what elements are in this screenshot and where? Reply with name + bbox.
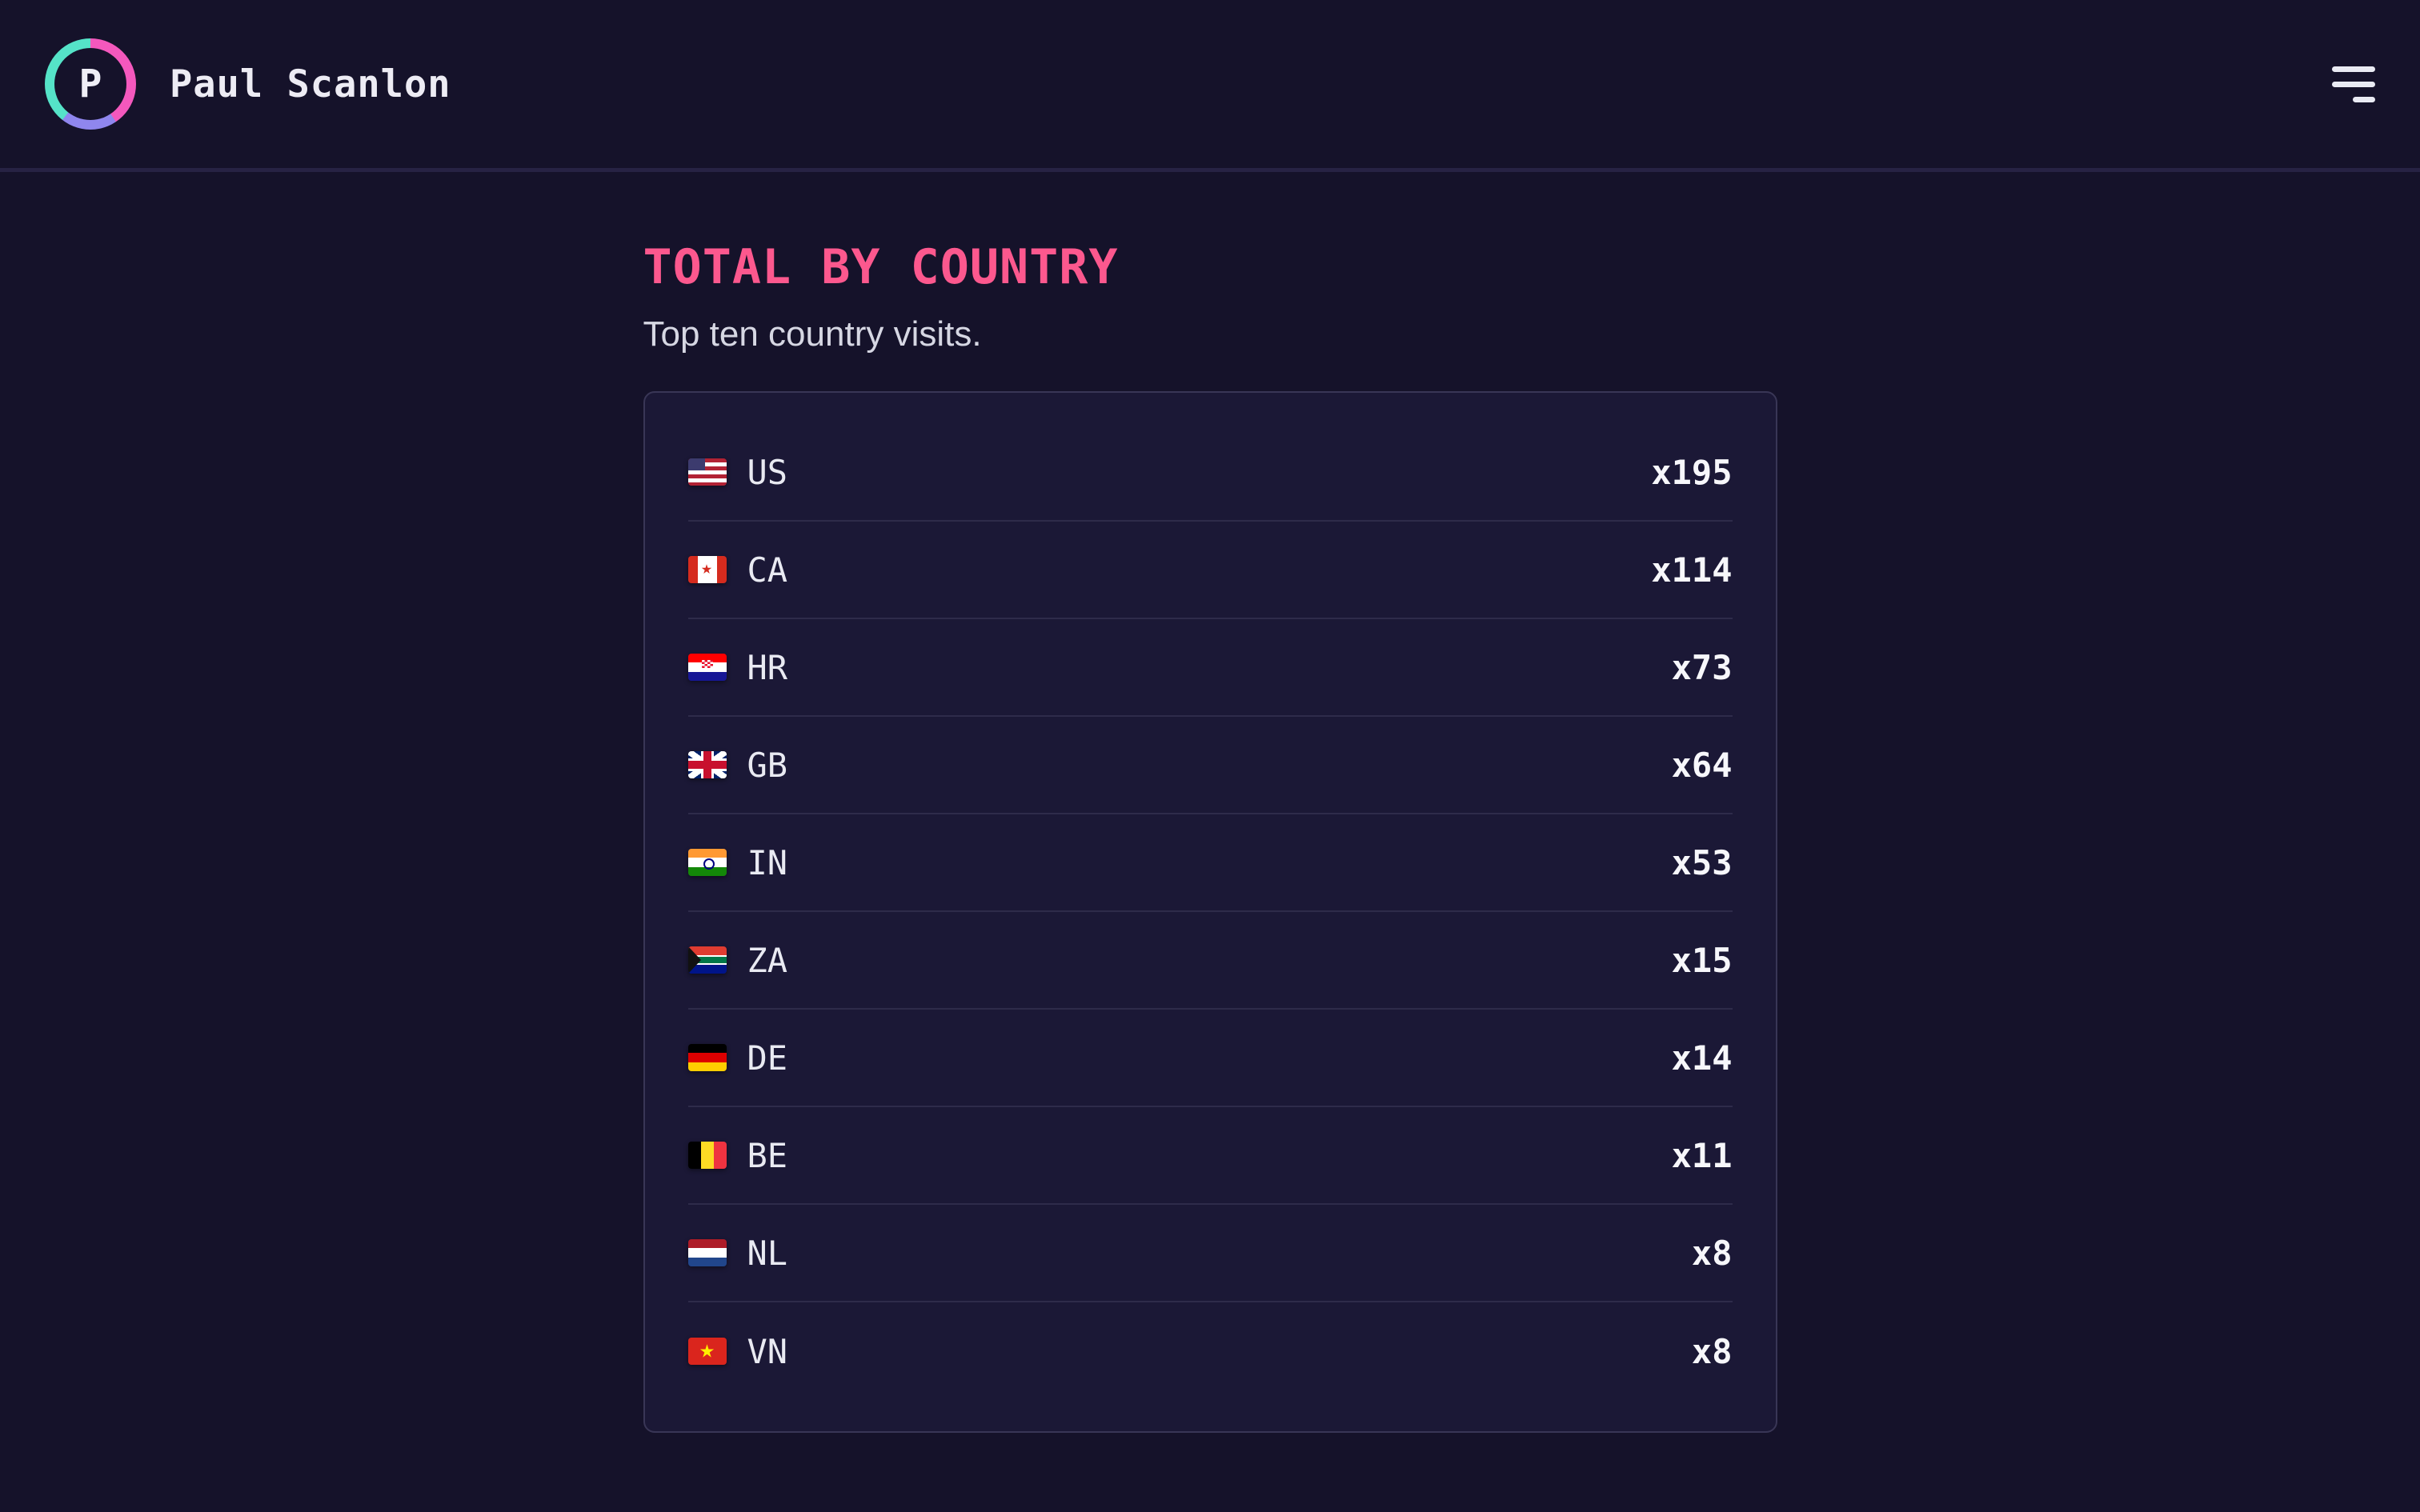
table-row: HR x73 — [687, 619, 1733, 718]
flag-de-icon — [687, 1044, 727, 1072]
hamburger-menu-button[interactable] — [2332, 62, 2375, 107]
country-code: IN — [747, 842, 788, 882]
flag-gb-icon — [687, 751, 727, 779]
country-code: NL — [747, 1233, 788, 1273]
table-row: ZA x15 — [687, 912, 1733, 1010]
hamburger-icon — [2353, 96, 2375, 102]
flag-hr-icon — [687, 654, 727, 682]
country-info: NL — [687, 1233, 788, 1273]
flag-za-icon — [687, 946, 727, 974]
flag-us-icon — [687, 458, 727, 486]
visit-count: x114 — [1651, 550, 1733, 590]
table-row: US x195 — [687, 424, 1733, 522]
table-row: DE x14 — [687, 1010, 1733, 1108]
table-row: NL x8 — [687, 1205, 1733, 1303]
country-info: DE — [687, 1038, 788, 1078]
page-subtitle: Top ten country visits. — [643, 314, 982, 354]
table-row: CA x114 — [687, 522, 1733, 620]
country-code: DE — [747, 1038, 788, 1078]
visit-count: x11 — [1671, 1135, 1733, 1175]
main-content: TOTAL BY COUNTRY Top ten country visits.… — [643, 239, 1777, 1434]
hamburger-icon — [2332, 66, 2375, 72]
country-code: ZA — [747, 940, 788, 980]
page-title: TOTAL BY COUNTRY — [643, 239, 1119, 295]
flag-in-icon — [687, 849, 727, 877]
brand-name: Paul Scanlon — [170, 62, 451, 106]
flag-nl-icon — [687, 1239, 727, 1267]
flag-vn-icon — [687, 1338, 727, 1366]
country-code: HR — [747, 647, 788, 687]
visit-count: x15 — [1671, 940, 1733, 980]
flag-be-icon — [687, 1142, 727, 1170]
country-code: GB — [747, 745, 788, 785]
country-info: US — [687, 452, 788, 492]
country-info: BE — [687, 1135, 788, 1175]
country-visits-card: US x195 CA x114 HR x73 GB x64 — [643, 391, 1777, 1434]
country-info: VN — [687, 1331, 788, 1371]
country-code: VN — [747, 1331, 788, 1371]
country-info: IN — [687, 842, 788, 882]
visit-count: x195 — [1651, 452, 1733, 492]
country-info: CA — [687, 550, 788, 590]
brand-initial: P — [54, 48, 126, 120]
country-code: BE — [747, 1135, 788, 1175]
brand-logo-icon: P — [45, 38, 136, 130]
visit-count: x14 — [1671, 1038, 1733, 1078]
flag-ca-icon — [687, 556, 727, 584]
visit-count: x73 — [1671, 647, 1733, 687]
table-row: IN x53 — [687, 814, 1733, 913]
country-code: CA — [747, 550, 788, 590]
country-info: ZA — [687, 940, 788, 980]
country-code: US — [747, 452, 788, 492]
visit-count: x53 — [1671, 842, 1733, 882]
brand-home-link[interactable]: P Paul Scanlon — [45, 38, 451, 130]
visit-count: x64 — [1671, 745, 1733, 785]
visit-count: x8 — [1691, 1233, 1733, 1273]
site-header: P Paul Scanlon — [0, 0, 2420, 172]
visit-count: x8 — [1691, 1331, 1733, 1371]
hamburger-icon — [2332, 81, 2375, 87]
table-row: GB x64 — [687, 717, 1733, 815]
country-info: GB — [687, 745, 788, 785]
table-row: BE x11 — [687, 1107, 1733, 1206]
table-row: VN x8 — [687, 1302, 1733, 1400]
country-info: HR — [687, 647, 788, 687]
